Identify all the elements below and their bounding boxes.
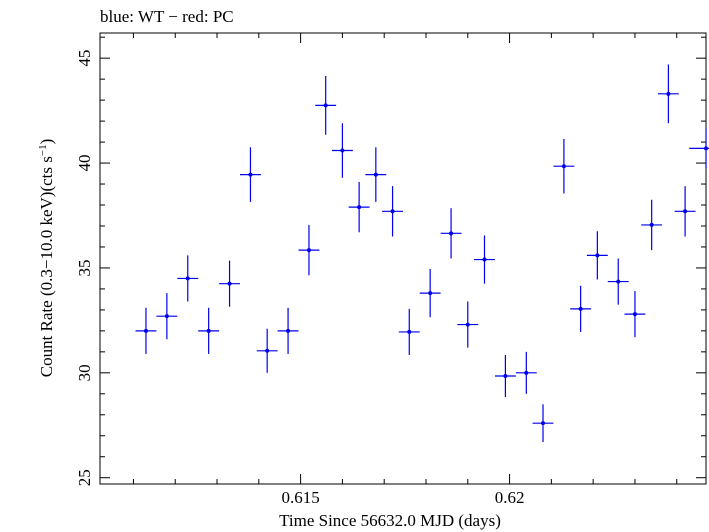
axis-tick-labels: 0.615 0.62 25 30 35 40 45 bbox=[75, 50, 524, 507]
point-marker bbox=[390, 209, 395, 214]
point-marker bbox=[227, 281, 232, 286]
point-marker bbox=[185, 276, 190, 281]
data-point bbox=[256, 328, 278, 373]
point-marker bbox=[373, 172, 378, 177]
y-axis-label-main: Count Rate (0.3−10.0 keV)(cts s bbox=[37, 156, 56, 377]
y-tick-label: 25 bbox=[75, 469, 94, 486]
point-marker bbox=[323, 103, 328, 108]
point-marker bbox=[428, 291, 433, 296]
data-point bbox=[457, 301, 479, 348]
point-marker bbox=[541, 421, 546, 426]
data-point bbox=[156, 293, 178, 340]
axis-ticks bbox=[100, 33, 706, 484]
point-marker bbox=[265, 348, 270, 353]
point-marker bbox=[704, 146, 708, 151]
data-point bbox=[419, 268, 441, 318]
point-marker bbox=[578, 306, 583, 311]
point-marker bbox=[357, 205, 362, 210]
data-point bbox=[240, 147, 261, 202]
data-point bbox=[348, 181, 370, 233]
point-marker bbox=[286, 328, 291, 333]
data-point bbox=[674, 186, 696, 237]
data-point bbox=[624, 291, 646, 338]
point-marker bbox=[561, 164, 566, 169]
y-tick-label: 40 bbox=[75, 155, 94, 172]
data-point bbox=[365, 147, 387, 202]
data-point bbox=[298, 224, 320, 276]
point-marker bbox=[649, 222, 654, 227]
point-marker bbox=[632, 312, 637, 317]
y-axis-label-sup: −1 bbox=[37, 144, 49, 156]
data-point bbox=[586, 231, 608, 280]
data-point bbox=[198, 307, 220, 354]
point-marker bbox=[503, 373, 508, 378]
plot-frame bbox=[99, 32, 707, 485]
point-marker bbox=[164, 314, 169, 319]
point-marker bbox=[465, 322, 470, 327]
data-point bbox=[494, 354, 516, 397]
y-tick-label: 45 bbox=[75, 50, 94, 67]
data-point bbox=[219, 260, 241, 307]
point-marker bbox=[143, 328, 148, 333]
y-axis-label-close: ) bbox=[37, 139, 56, 145]
data-point bbox=[607, 258, 629, 305]
data-point bbox=[315, 76, 337, 135]
data-point bbox=[657, 64, 679, 124]
x-tick-label: 0.62 bbox=[495, 488, 525, 507]
x-axis-label: Time Since 56632.0 MJD (days) bbox=[279, 511, 501, 530]
data-point bbox=[553, 138, 575, 194]
data-point bbox=[440, 208, 462, 259]
point-marker bbox=[666, 91, 671, 96]
point-marker bbox=[248, 172, 253, 177]
point-marker bbox=[206, 328, 211, 333]
point-marker bbox=[524, 370, 529, 375]
data-point bbox=[689, 128, 709, 169]
y-tick-label: 30 bbox=[75, 364, 94, 381]
data-point bbox=[515, 351, 537, 394]
y-axis-label: Count Rate (0.3−10.0 keV)(cts s−1) bbox=[37, 139, 56, 378]
data-point bbox=[398, 308, 420, 355]
point-marker bbox=[616, 279, 621, 284]
data-point bbox=[641, 199, 663, 251]
x-tick-label: 0.615 bbox=[281, 488, 319, 507]
point-marker bbox=[340, 148, 345, 153]
point-marker bbox=[449, 231, 454, 236]
chart-title: blue: WT − red: PC bbox=[100, 7, 234, 26]
data-point bbox=[135, 307, 157, 354]
data-point bbox=[277, 307, 299, 354]
data-point bbox=[382, 186, 403, 237]
point-marker bbox=[683, 209, 688, 214]
point-marker bbox=[407, 329, 412, 334]
point-marker bbox=[482, 257, 487, 262]
data-point bbox=[331, 123, 353, 178]
data-point bbox=[177, 255, 199, 302]
y-tick-label: 35 bbox=[75, 259, 94, 276]
data-points bbox=[135, 64, 709, 443]
point-marker bbox=[306, 248, 311, 253]
point-marker bbox=[595, 253, 600, 258]
data-point bbox=[570, 285, 592, 332]
data-point bbox=[532, 404, 554, 443]
data-point bbox=[474, 235, 495, 284]
